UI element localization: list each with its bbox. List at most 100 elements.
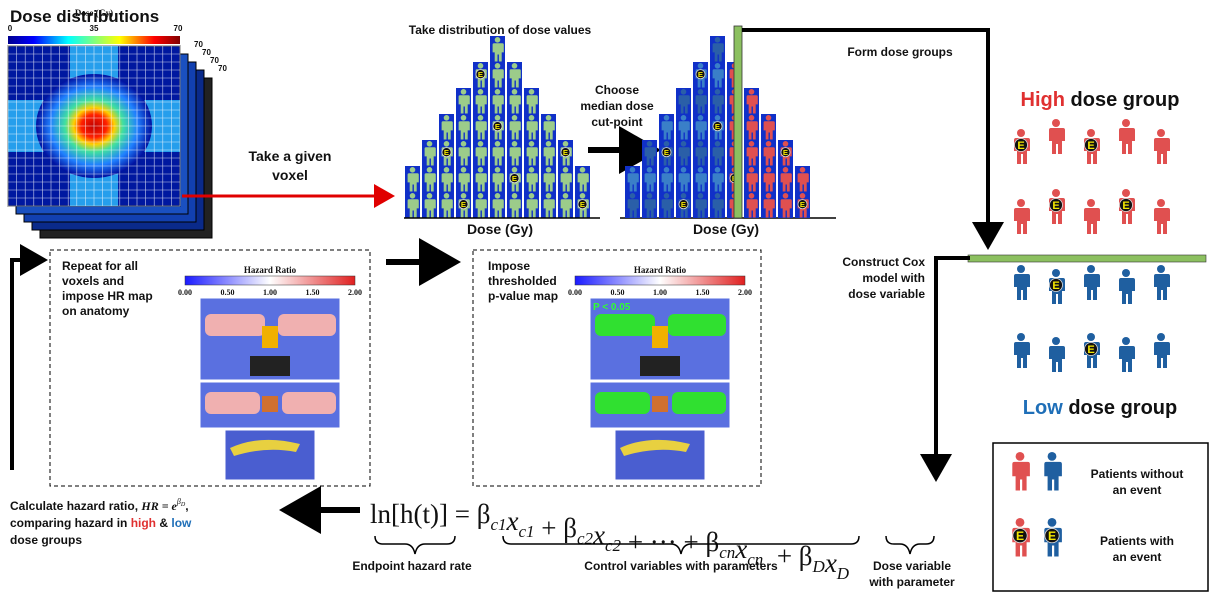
- head: [766, 167, 772, 173]
- dose-map-stack: [8, 36, 212, 238]
- head: [766, 193, 772, 199]
- group-title: Low dose group: [1023, 397, 1177, 419]
- head: [461, 115, 467, 121]
- colorbar-tick: 1.50: [306, 288, 320, 297]
- head: [495, 141, 501, 147]
- body: [1154, 138, 1170, 164]
- colorbar-label: Hazard Ratio: [244, 265, 297, 275]
- event-marker: E: [1048, 529, 1056, 543]
- equation-subscript: D: [812, 557, 826, 576]
- event-marker: E: [1052, 280, 1059, 292]
- head: [1122, 269, 1130, 277]
- head: [664, 167, 670, 173]
- equation-subscript: c1: [490, 515, 506, 534]
- step-label: dose variable: [848, 287, 925, 301]
- region: [595, 314, 655, 336]
- head: [783, 167, 789, 173]
- event-marker: E: [563, 148, 568, 157]
- organ: [652, 396, 668, 412]
- head: [495, 193, 501, 199]
- head: [1122, 119, 1130, 127]
- event-marker: E: [715, 122, 720, 131]
- step-label: model with: [862, 271, 925, 285]
- event-marker: E: [1087, 140, 1094, 152]
- head: [681, 89, 687, 95]
- step-label: on anatomy: [62, 304, 130, 318]
- head: [461, 89, 467, 95]
- equation-term: ln[h(t)] = β: [370, 499, 490, 529]
- high-group: EEEE: [1014, 119, 1170, 234]
- anatomy-slice: [225, 430, 315, 480]
- axis-label: Dose (Gy): [693, 221, 759, 237]
- cox-arrow: [936, 258, 970, 478]
- organ: [262, 396, 278, 412]
- group-rest: dose group: [1068, 397, 1177, 419]
- head: [630, 167, 636, 173]
- event-marker: E: [495, 122, 500, 131]
- head: [749, 141, 755, 147]
- step-label: Take a given: [248, 148, 331, 164]
- head: [749, 115, 755, 121]
- event-marker: E: [461, 200, 466, 209]
- equation-subscript: c1: [518, 522, 534, 541]
- group-divider: [968, 255, 1206, 262]
- event-marker: E: [664, 148, 669, 157]
- head: [1157, 199, 1165, 207]
- equation-label: Dose variable: [873, 559, 951, 573]
- head: [529, 115, 535, 121]
- head: [647, 167, 653, 173]
- event-marker: E: [512, 174, 517, 183]
- head: [1122, 189, 1130, 197]
- axis-label: Dose (Gy): [467, 221, 533, 237]
- head: [1016, 452, 1025, 461]
- head: [529, 141, 535, 147]
- head: [715, 193, 721, 199]
- head: [715, 63, 721, 69]
- equation-term: x: [505, 506, 518, 536]
- patient-icon: E: [1084, 333, 1100, 368]
- head: [512, 115, 518, 121]
- body: [1154, 342, 1170, 368]
- body: [1154, 208, 1170, 234]
- event-marker: E: [1087, 344, 1094, 356]
- colorbar-tick: 70: [174, 24, 183, 33]
- head: [1157, 265, 1165, 273]
- head: [1087, 129, 1095, 137]
- head: [1016, 518, 1025, 527]
- head: [715, 37, 721, 43]
- head: [698, 141, 704, 147]
- patient-icon: E: [1084, 129, 1100, 164]
- patient-icon: [1014, 333, 1030, 368]
- head: [749, 167, 755, 173]
- head: [800, 167, 806, 173]
- head: [563, 167, 569, 173]
- patient-icon: E: [1119, 189, 1135, 224]
- hazard-step: comparing hazard in high & low: [10, 516, 192, 530]
- head: [427, 141, 433, 147]
- head: [444, 167, 450, 173]
- group-emphasis: High: [1021, 89, 1065, 111]
- patient-icon: E: [1049, 269, 1065, 304]
- text: comparing hazard in: [10, 516, 131, 530]
- head: [1017, 333, 1025, 341]
- step-label: Take distribution of dose values: [409, 23, 592, 37]
- body: [1154, 274, 1170, 300]
- p-threshold: P < 0.05: [593, 302, 631, 313]
- head: [681, 167, 687, 173]
- equation-term: x: [592, 520, 605, 550]
- equation-term: x: [824, 548, 837, 578]
- head: [664, 115, 670, 121]
- head: [461, 193, 467, 199]
- patient-icon: [1154, 129, 1170, 164]
- region: [205, 392, 260, 414]
- colorbar-tick: 0.00: [178, 288, 192, 297]
- layer-tick: 70: [218, 64, 227, 73]
- head: [715, 89, 721, 95]
- equation-term: + β: [535, 513, 577, 543]
- head: [546, 115, 552, 121]
- colorbar-tick: 1.00: [263, 288, 277, 297]
- body: [1014, 208, 1030, 234]
- background: [250, 356, 290, 376]
- step-label: Construct Cox: [842, 255, 925, 269]
- head: [546, 141, 552, 147]
